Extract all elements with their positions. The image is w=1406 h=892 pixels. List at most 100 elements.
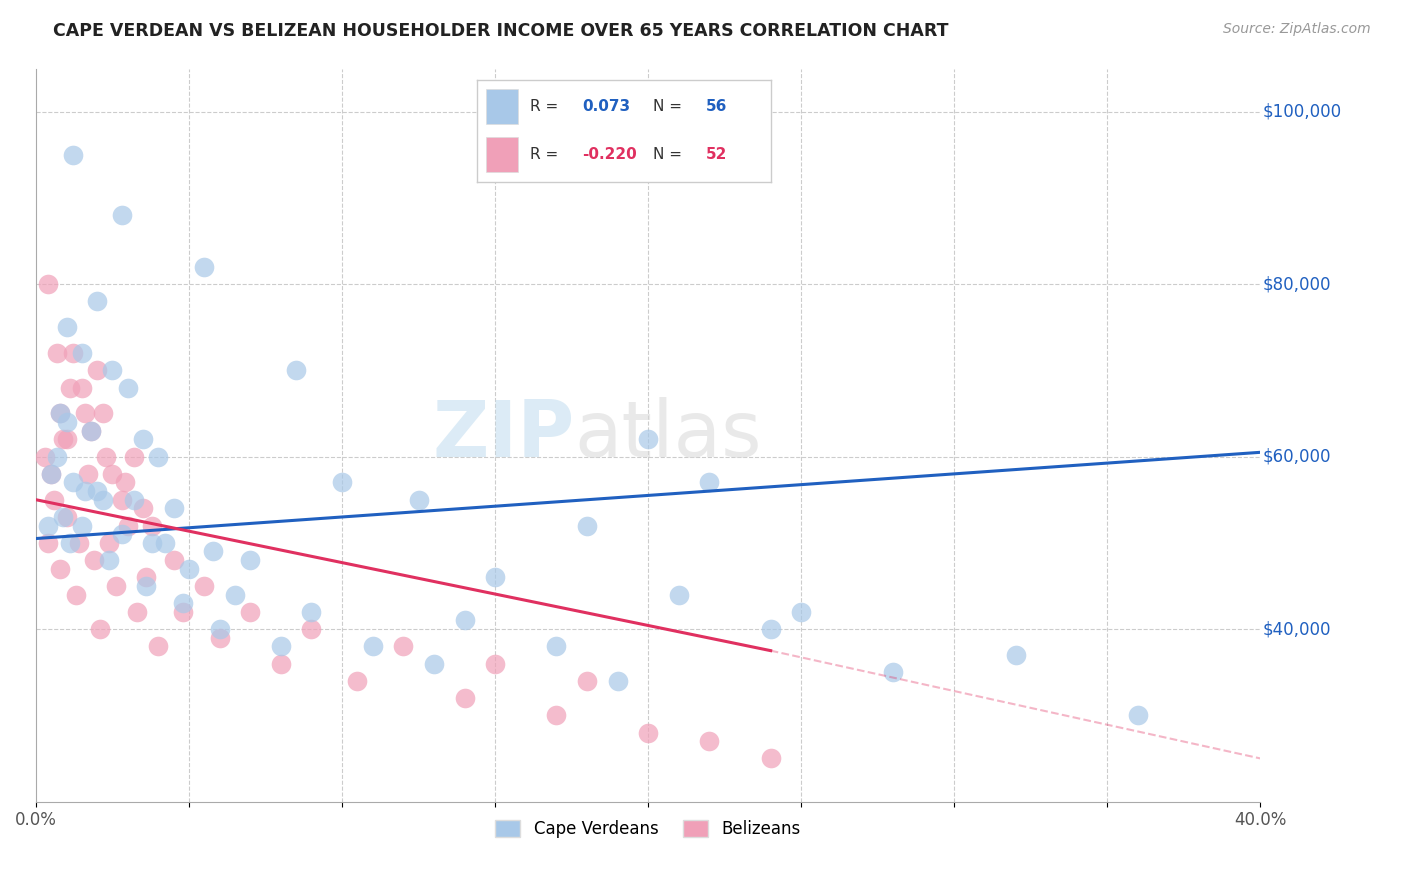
Point [52,433,75,447]
Point [70,518,93,533]
Point [575,673,598,688]
Point [83,553,105,567]
Point [98,553,121,567]
Point [208,622,231,636]
Point [141,518,163,533]
Point [546,708,568,723]
Text: $100,000: $100,000 [1263,103,1343,120]
Point [882,665,904,680]
Point [1004,648,1026,662]
Point [117,518,139,533]
Point [132,433,155,447]
Point [98,536,121,550]
Point [135,579,157,593]
Point [111,527,134,541]
Point [546,640,568,654]
Point [37,518,59,533]
Point [37,536,59,550]
Text: CAPE VERDEAN VS BELIZEAN HOUSEHOLDER INCOME OVER 65 YEARS CORRELATION CHART: CAPE VERDEAN VS BELIZEAN HOUSEHOLDER INC… [53,22,949,40]
Point [699,734,721,748]
Point [163,553,186,567]
Point [114,475,136,490]
Point [163,501,186,516]
Point [59,381,82,395]
Point [86,363,108,377]
Point [224,588,246,602]
Text: $40,000: $40,000 [1263,620,1331,638]
Point [39,467,62,481]
Point [148,450,170,464]
Point [55,433,77,447]
Point [86,294,108,309]
Point [34,450,56,464]
Point [44,492,66,507]
Point [301,605,323,619]
Text: $60,000: $60,000 [1263,448,1331,466]
Point [67,536,90,550]
Point [80,424,103,438]
Point [122,492,145,507]
Point [39,467,62,481]
Point [62,346,84,360]
Point [606,673,628,688]
Text: atlas: atlas [575,397,762,473]
Point [65,588,87,602]
Point [132,501,155,516]
Point [361,640,384,654]
Point [453,691,475,706]
Point [270,640,292,654]
Point [49,562,72,576]
Point [637,433,659,447]
Point [62,475,84,490]
Point [484,657,506,671]
Point [125,605,148,619]
Point [80,424,103,438]
Point [62,147,84,161]
Point [111,492,134,507]
Point [270,657,292,671]
Point [111,208,134,222]
Point [141,536,163,550]
Point [172,605,194,619]
Point [77,467,100,481]
Point [193,260,215,274]
Point [148,640,170,654]
Point [208,631,231,645]
Point [46,346,69,360]
Point [408,492,430,507]
Point [239,605,262,619]
Text: ZIP: ZIP [433,397,575,473]
Point [790,605,813,619]
Point [699,475,721,490]
Point [153,536,176,550]
Point [177,562,200,576]
Point [301,622,323,636]
Point [91,407,114,421]
Point [70,346,93,360]
Point [193,579,215,593]
Point [55,510,77,524]
Point [346,673,368,688]
Point [101,467,124,481]
Point [135,570,157,584]
Point [423,657,446,671]
Point [37,277,59,292]
Point [668,588,690,602]
Point [49,407,72,421]
Point [89,622,111,636]
Point [46,450,69,464]
Text: Source: ZipAtlas.com: Source: ZipAtlas.com [1223,22,1371,37]
Point [285,363,308,377]
Point [70,381,93,395]
Point [453,614,475,628]
Point [96,450,118,464]
Point [575,518,598,533]
Point [637,725,659,739]
Text: $80,000: $80,000 [1263,275,1331,293]
Point [104,579,127,593]
Point [1126,708,1149,723]
Point [86,484,108,499]
Point [91,492,114,507]
Point [55,415,77,429]
Point [101,363,124,377]
